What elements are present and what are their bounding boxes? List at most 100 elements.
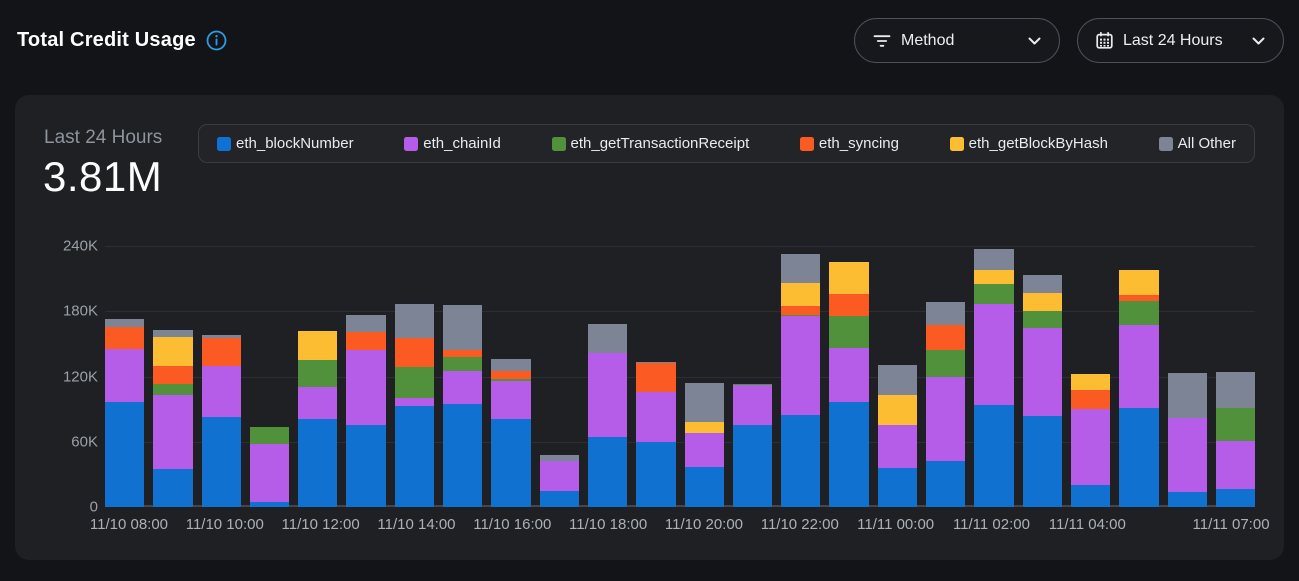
bar-segment-all_other[interactable] (1022, 275, 1062, 293)
bar-segment-eth_getBlockByHash[interactable] (1070, 374, 1111, 390)
bar-segment-eth_syncing[interactable] (346, 331, 386, 351)
bar-segment-eth_chainId[interactable] (1167, 417, 1207, 492)
bar-segment-eth_getBlockByHash[interactable] (877, 395, 918, 426)
bar[interactable] (298, 330, 338, 507)
bar-segment-eth_blockNumber[interactable] (298, 418, 338, 507)
bar-segment-eth_syncing[interactable] (1119, 294, 1159, 302)
bar-segment-eth_syncing[interactable] (491, 371, 531, 379)
bar[interactable] (249, 426, 290, 507)
bar[interactable] (974, 249, 1014, 507)
bar-segment-eth_chainId[interactable] (877, 425, 918, 468)
bar[interactable] (926, 301, 966, 507)
bar-segment-eth_getBlockByHash[interactable] (298, 330, 338, 361)
bar-segment-all_other[interactable] (394, 303, 435, 339)
bar-segment-eth_chainId[interactable] (1215, 440, 1256, 489)
bar-segment-eth_getTransactionReceipt[interactable] (249, 426, 290, 444)
bar-segment-eth_getTransactionReceipt[interactable] (974, 284, 1014, 304)
bar-segment-eth_blockNumber[interactable] (587, 437, 628, 507)
bar-segment-eth_chainId[interactable] (491, 380, 531, 419)
bar-segment-eth_getTransactionReceipt[interactable] (443, 356, 483, 372)
legend-item-eth_chainId[interactable]: eth_chainId (404, 135, 501, 152)
bar-segment-eth_blockNumber[interactable] (1070, 485, 1111, 507)
bar-segment-eth_blockNumber[interactable] (926, 461, 966, 507)
bar-segment-eth_getTransactionReceipt[interactable] (153, 384, 193, 395)
bar[interactable] (636, 362, 676, 507)
bar-segment-eth_blockNumber[interactable] (829, 401, 869, 507)
info-icon[interactable] (206, 30, 227, 51)
bar-segment-eth_blockNumber[interactable] (684, 466, 724, 507)
bar-segment-eth_getTransactionReceipt[interactable] (1022, 311, 1062, 328)
bar-segment-eth_getBlockByHash[interactable] (684, 422, 724, 434)
bar[interactable] (105, 318, 145, 507)
bar-segment-eth_getTransactionReceipt[interactable] (1119, 301, 1159, 326)
bar-segment-eth_getTransactionReceipt[interactable] (926, 350, 966, 377)
bar-segment-all_other[interactable] (346, 314, 386, 332)
bar[interactable] (1119, 269, 1159, 507)
bar-segment-eth_chainId[interactable] (539, 461, 579, 491)
bar-segment-eth_chainId[interactable] (636, 391, 676, 442)
bar-segment-all_other[interactable] (201, 335, 241, 339)
bar-segment-all_other[interactable] (443, 304, 483, 351)
bar[interactable] (1070, 374, 1111, 507)
bar-segment-eth_getTransactionReceipt[interactable] (732, 384, 773, 386)
bar-segment-eth_chainId[interactable] (105, 349, 145, 402)
bar[interactable] (829, 262, 869, 507)
bar[interactable] (1022, 275, 1062, 507)
bar-segment-eth_chainId[interactable] (201, 365, 241, 417)
bar-segment-eth_blockNumber[interactable] (443, 403, 483, 507)
bar-segment-eth_getBlockByHash[interactable] (1119, 269, 1159, 295)
bar-segment-eth_blockNumber[interactable] (1215, 488, 1256, 507)
bar[interactable] (346, 314, 386, 507)
bar-segment-eth_chainId[interactable] (346, 350, 386, 426)
bar-segment-eth_getTransactionReceipt[interactable] (781, 314, 821, 316)
bar[interactable] (491, 359, 531, 507)
bar-segment-eth_chainId[interactable] (829, 348, 869, 402)
bar-segment-eth_syncing[interactable] (781, 305, 821, 315)
bar[interactable] (1215, 372, 1256, 507)
bar-segment-eth_blockNumber[interactable] (539, 490, 579, 507)
bar[interactable] (201, 335, 241, 507)
bar-segment-eth_chainId[interactable] (1022, 327, 1062, 416)
bar-segment-eth_getBlockByHash[interactable] (153, 337, 193, 366)
bar-segment-all_other[interactable] (974, 249, 1014, 270)
bar-segment-eth_syncing[interactable] (926, 325, 966, 351)
bar[interactable] (587, 324, 628, 507)
bar-segment-eth_getBlockByHash[interactable] (829, 262, 869, 294)
bar-segment-eth_chainId[interactable] (587, 352, 628, 438)
bar-segment-eth_blockNumber[interactable] (1119, 408, 1159, 507)
bar-segment-eth_getBlockByHash[interactable] (974, 269, 1014, 285)
bar-segment-eth_getTransactionReceipt[interactable] (491, 378, 531, 381)
bar-segment-eth_chainId[interactable] (443, 371, 483, 404)
bar-segment-eth_blockNumber[interactable] (636, 441, 676, 507)
bar-segment-eth_chainId[interactable] (926, 376, 966, 462)
bar-segment-eth_blockNumber[interactable] (974, 404, 1014, 507)
bar-segment-eth_chainId[interactable] (394, 398, 435, 406)
bar-segment-eth_chainId[interactable] (249, 443, 290, 502)
bar-segment-eth_blockNumber[interactable] (249, 501, 290, 507)
bar-segment-eth_chainId[interactable] (153, 395, 193, 469)
bar[interactable] (732, 384, 773, 507)
bar-segment-eth_blockNumber[interactable] (1022, 415, 1062, 507)
bar-segment-eth_chainId[interactable] (974, 303, 1014, 405)
bar[interactable] (1167, 373, 1207, 507)
bar[interactable] (443, 304, 483, 507)
bar-segment-eth_syncing[interactable] (394, 338, 435, 367)
legend-item-eth_blockNumber[interactable]: eth_blockNumber (217, 135, 354, 152)
bar-segment-eth_blockNumber[interactable] (781, 414, 821, 507)
bar-segment-eth_blockNumber[interactable] (394, 405, 435, 507)
bar-segment-all_other[interactable] (153, 329, 193, 338)
bar-segment-eth_syncing[interactable] (443, 350, 483, 357)
bar-segment-eth_blockNumber[interactable] (346, 425, 386, 507)
bar-segment-eth_chainId[interactable] (1070, 409, 1111, 486)
bar-segment-all_other[interactable] (587, 324, 628, 353)
bar[interactable] (781, 253, 821, 507)
bar-segment-eth_chainId[interactable] (732, 385, 773, 426)
bar-segment-all_other[interactable] (1167, 373, 1207, 418)
bar[interactable] (153, 329, 193, 507)
method-filter-dropdown[interactable]: Method (854, 18, 1060, 63)
bar[interactable] (394, 303, 435, 507)
bar-segment-all_other[interactable] (926, 301, 966, 326)
bar-segment-eth_getTransactionReceipt[interactable] (298, 360, 338, 388)
bar-segment-eth_chainId[interactable] (781, 315, 821, 415)
legend-item-all_other[interactable]: All Other (1158, 135, 1236, 152)
